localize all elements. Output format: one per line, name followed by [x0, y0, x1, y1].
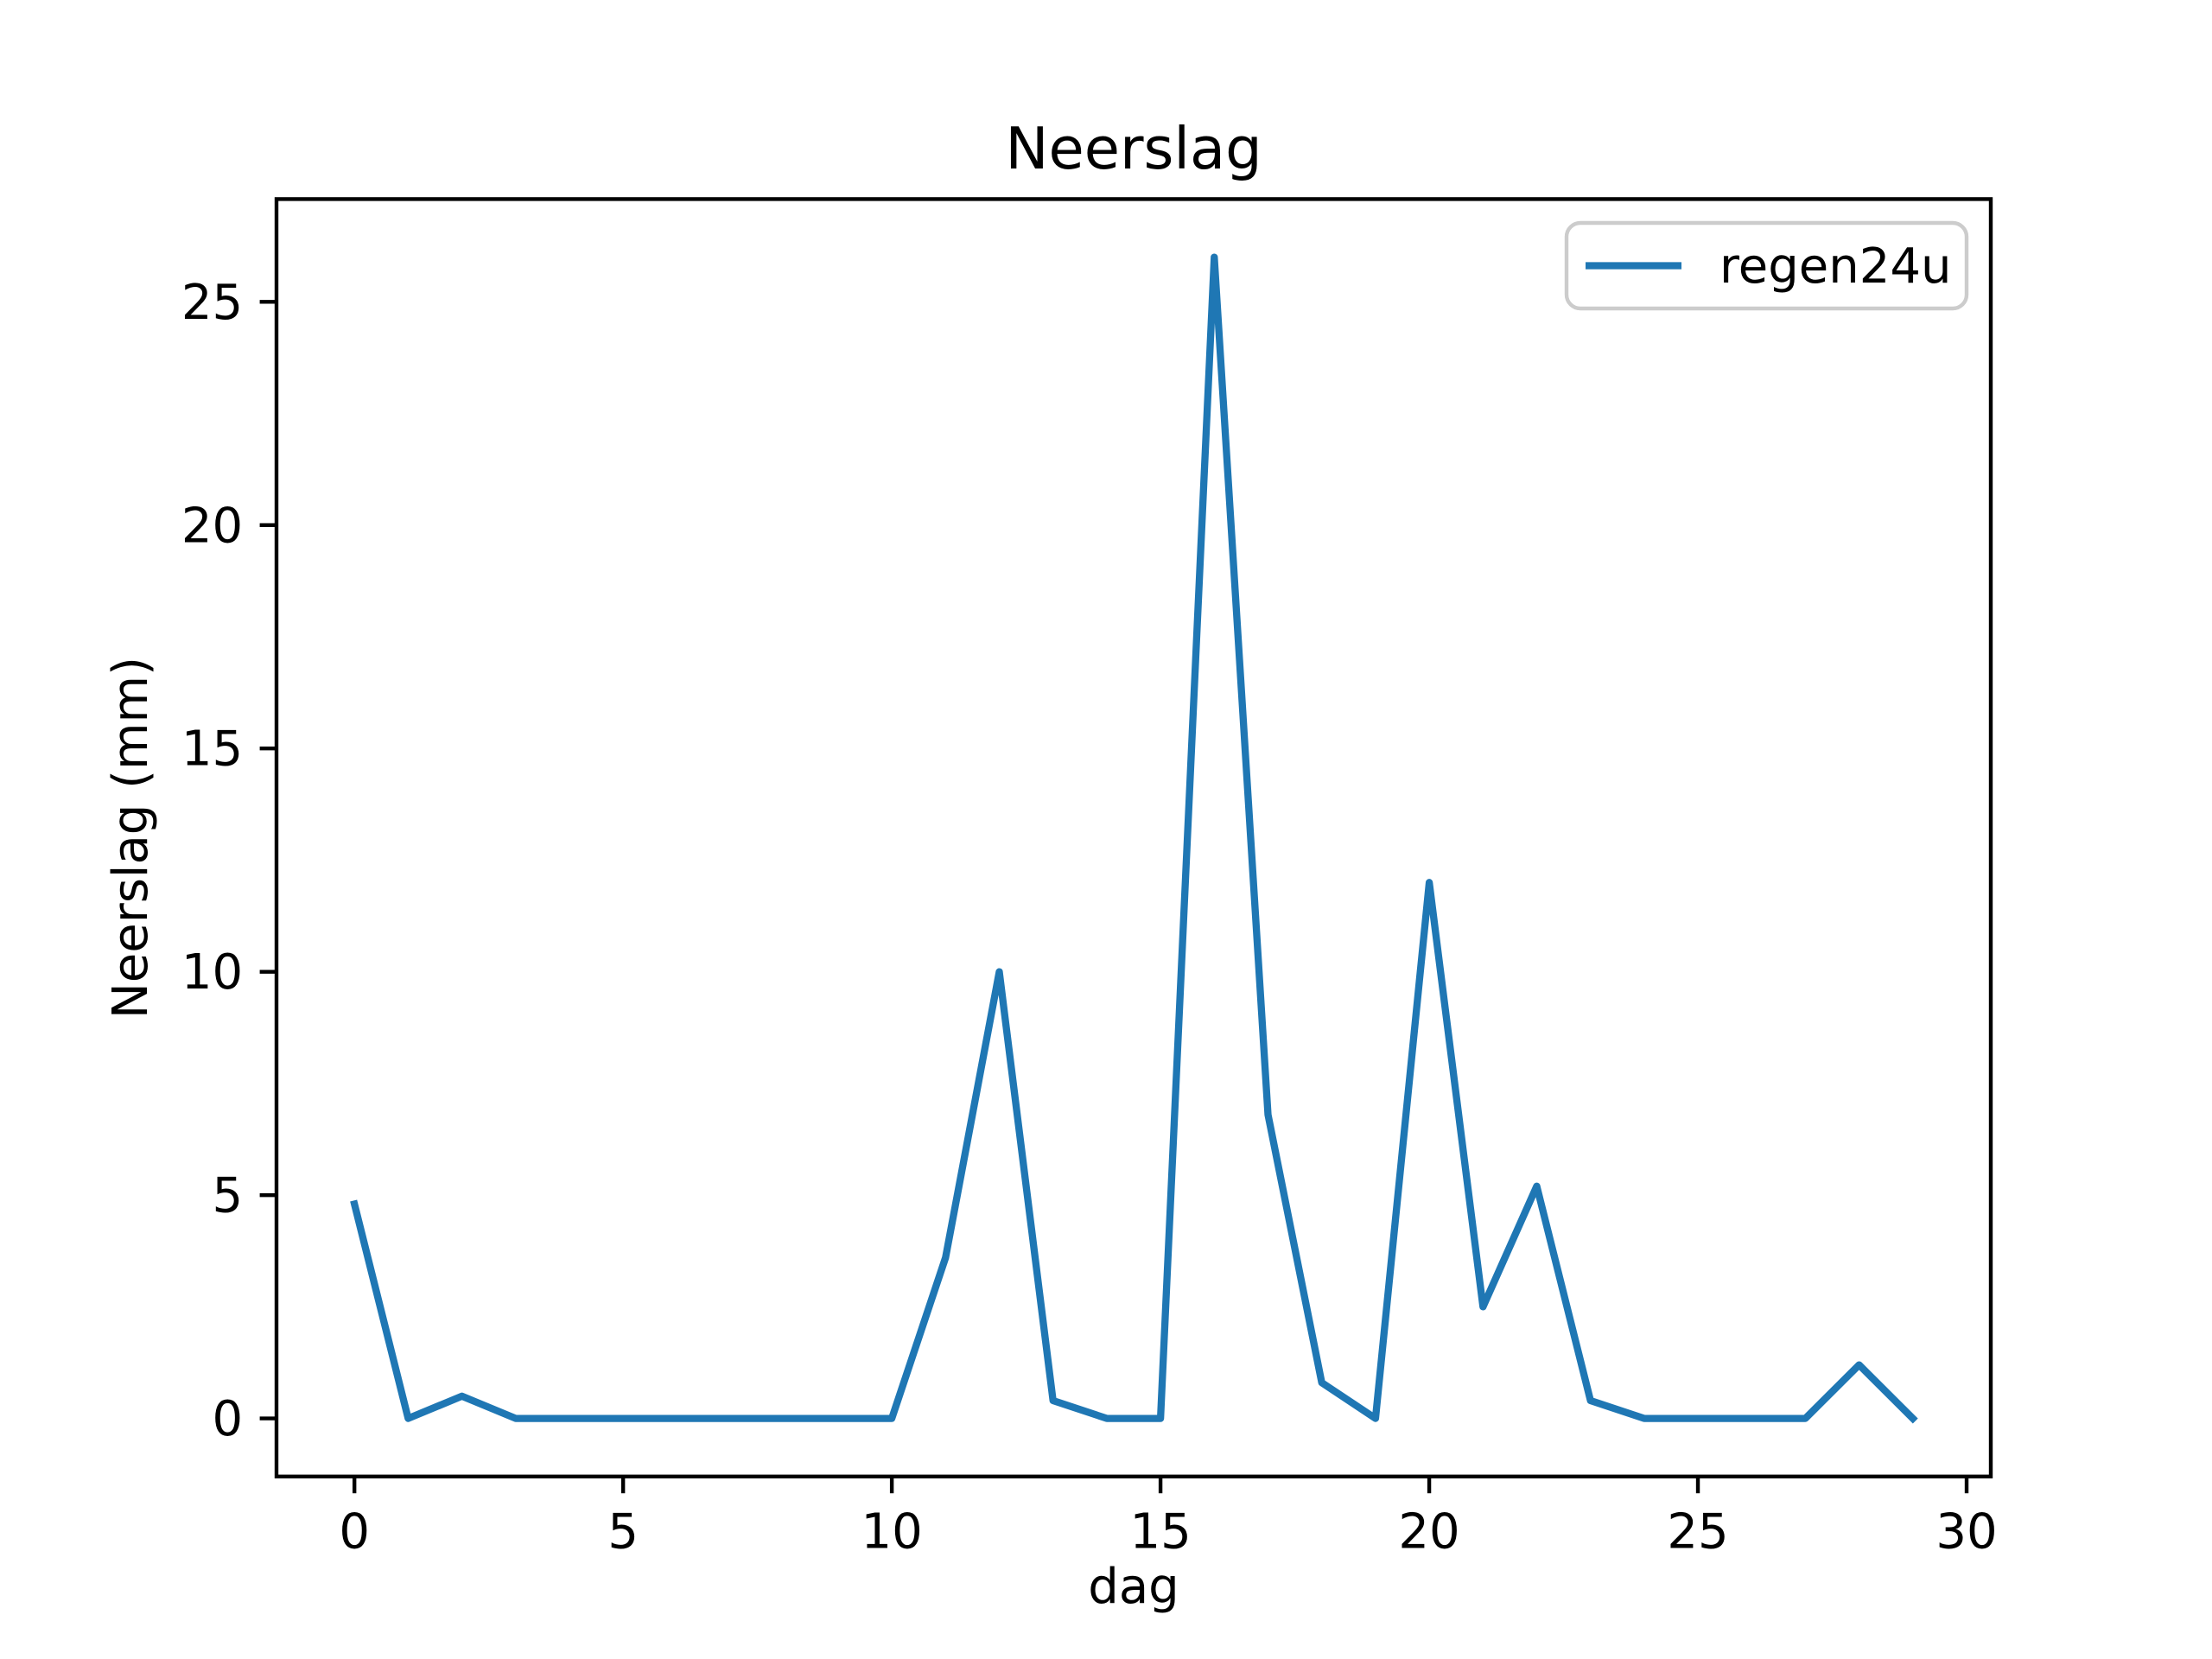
x-axis-label: dag — [1088, 1559, 1179, 1615]
y-tick-label: 0 — [213, 1391, 244, 1447]
y-tick-label: 15 — [181, 721, 243, 778]
y-tick-label: 25 — [181, 275, 243, 331]
legend-label: regen24u — [1719, 238, 1952, 295]
x-tick-label: 5 — [607, 1504, 639, 1560]
x-tick-label: 30 — [1936, 1504, 1997, 1560]
y-tick-label: 20 — [181, 498, 243, 554]
x-tick-label: 10 — [861, 1504, 922, 1560]
axis-ticks: 0 5 10 15 20 25 30 0 5 10 15 20 25 — [181, 275, 1998, 1560]
y-tick-label: 10 — [181, 944, 243, 1001]
x-tick-label: 15 — [1129, 1504, 1191, 1560]
series-line-regen24u — [350, 253, 1918, 1424]
x-tick-label: 0 — [339, 1504, 370, 1560]
y-axis-label: Neerslag (mm) — [103, 657, 159, 1019]
legend-frame — [1564, 220, 1969, 311]
plot-area — [274, 197, 1993, 1479]
x-tick-label: 25 — [1667, 1504, 1728, 1560]
legend: regen24u — [1564, 220, 1969, 311]
y-tick-label: 5 — [213, 1168, 244, 1224]
chart-title: Neerslag — [1005, 115, 1262, 182]
x-tick-label: 20 — [1398, 1504, 1459, 1560]
